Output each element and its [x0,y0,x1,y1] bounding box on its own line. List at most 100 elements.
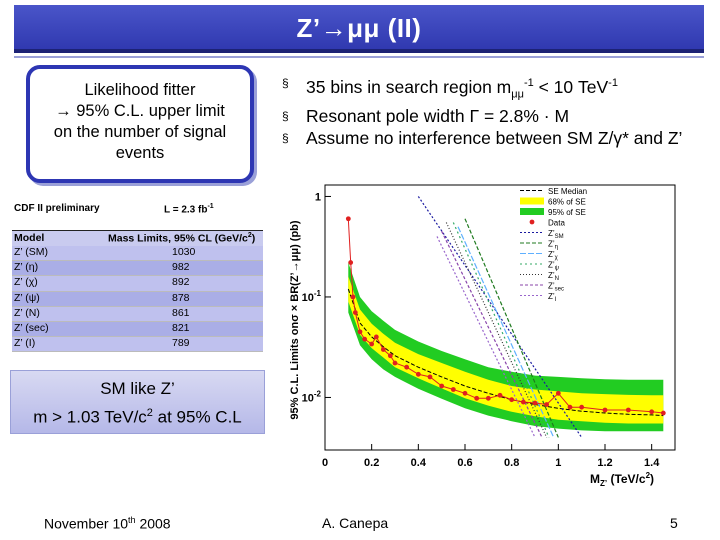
data-point [352,310,358,315]
data-point [450,387,456,392]
data-point [625,407,631,413]
table-row: Z’ (χ) 892 [12,276,263,292]
x-tick-label: 1 [555,457,561,469]
x-tick-label: 0.8 [504,457,519,469]
column-header-limit-end: ) [251,232,256,245]
data-point [544,402,550,407]
table-row: Z’ (SM) 1030 [12,246,263,262]
column-header-limit-sup: 2 [247,232,252,239]
bullet-marker: § [282,109,289,124]
data-point [520,399,526,405]
bullet-marker: § [282,76,289,90]
sm-line-2-sup: 2 [146,407,153,419]
bullet-item-width: § Resonant pole width Γ = 2.8% · M [282,105,712,127]
legend-label: Data [548,219,565,228]
model-cell: Z’ (N) [14,306,40,319]
fitter-line-4: events [115,144,165,162]
bullet-item-interference: § Assume no interference between SM Z/γ*… [282,127,712,149]
y-tick-label: 10-1 [302,289,322,304]
legend-label: 68% of SE [548,198,586,207]
table-header-row: Model Mass Limits, 95% CL (GeV/c2) [12,230,263,247]
y-tick-label: 1 [315,191,321,203]
data-point [660,410,666,416]
footer-date-sup: th [128,515,136,525]
data-point [380,347,386,352]
x-tick-label: 1.4 [644,457,660,469]
page-title: Z’→μμ (II) [296,13,422,43]
column-header-limit: Mass Limits, 95% CL (GeV/c2) [108,232,255,245]
sm-line-2: m > 1.03 TeV/c2 at 95% C.L [11,401,264,430]
table-row: Z’ (I) 789 [12,337,263,353]
limit-cell: 982 [172,261,190,274]
legend-label: Z’χ [548,250,559,261]
legend-label: Z’I [548,292,557,303]
data-point [373,334,379,340]
page-number: 5 [670,515,678,531]
legend-label: 95% of SE [548,208,586,217]
footer-date: November 10th 2008 [44,515,171,532]
data-point [555,390,561,396]
legend-label: Z’N [548,271,559,282]
table-row: Z’ (N) 861 [12,306,263,322]
fitter-line-1: Likelihood fitter [84,81,196,99]
title-underline [14,56,704,58]
column-header-limit-text: Mass Limits, 95% CL (GeV/c [108,232,248,245]
limits-plot: 0 0.2 0.4 0.6 0.8 1 1.2 1.4 1 10-1 10-2 MZ’ (TeV/c2… [289,184,676,488]
sm-line-1: SM like Z’ [100,379,175,398]
series-model-2 [457,226,555,438]
limit-cell: 789 [172,337,190,350]
table-caption: CDF II preliminary L = 2.3 fb-1 [14,203,214,215]
legend-label: SE Median [548,187,587,196]
band-68 [348,276,664,424]
footer-date-text: November 10 [44,515,129,532]
legend-label: Z’ψ [548,261,559,272]
sm-limit-callout: SM like Z’ m > 1.03 TeV/c2 at 95% C.L [10,370,265,434]
model-cell: Z’ (I) [14,337,36,350]
bullet-text-mid: < 10 TeV [533,76,609,97]
cdf-label: CDF II preliminary [14,203,100,214]
data-point [509,397,515,403]
column-header-model: Model [14,232,45,244]
bullet-subscript: μμ [511,88,524,101]
y-tick-label: 10-2 [302,389,322,404]
data-point [462,390,468,396]
data-point [485,395,491,401]
x-tick-label: 1.2 [597,457,612,469]
title-bar: Z’→μμ (II) [14,5,704,58]
data-point [350,294,356,300]
legend-swatch [520,197,544,205]
model-cell: Z’ (χ) [14,276,38,289]
band-95 [348,262,664,432]
limit-cell: 878 [172,291,190,304]
limit-cell: 1030 [172,246,196,258]
mass-limits-table: CDF II preliminary L = 2.3 fb-1 Model Ma… [10,200,263,357]
data-point [474,395,480,401]
data-point [567,404,573,410]
series-model-1 [464,218,559,438]
data-point [427,374,433,380]
data-point [415,371,421,377]
fitter-line-3: on the number of signal [53,123,227,141]
data-point [357,329,363,335]
model-cell: Z’ (SM) [14,246,49,258]
table-row: Z’ (ψ) 878 [12,291,263,307]
model-cell: Z’ (η) [14,261,39,274]
data-point [439,383,445,389]
legend-label: Z’SM [548,229,564,240]
series-model-6 [436,236,536,438]
sm-line-2-end: at 95% C.L [152,407,242,427]
legend-swatch [529,219,535,225]
bullet-superscript: -1 [523,77,534,89]
limit-cell: 861 [172,306,190,319]
series-model-0 [417,196,583,438]
bullet-list: § 35 bins in search region mμμ-1 < 10 Te… [282,72,712,149]
legend-label: Z’η [548,240,558,251]
plot-root: 0 0.2 0.4 0.6 0.8 1 1.2 1.4 1 10-1 10-2 MZ’ (TeV/c2… [289,184,676,488]
series-model-4 [445,222,548,438]
legend-label: Z’sec [548,282,564,293]
x-tick-label: 0.6 [457,457,472,469]
data-point [497,392,503,398]
data-point [532,400,538,406]
data-point [579,404,585,410]
luminosity-sup: -1 [207,203,214,210]
